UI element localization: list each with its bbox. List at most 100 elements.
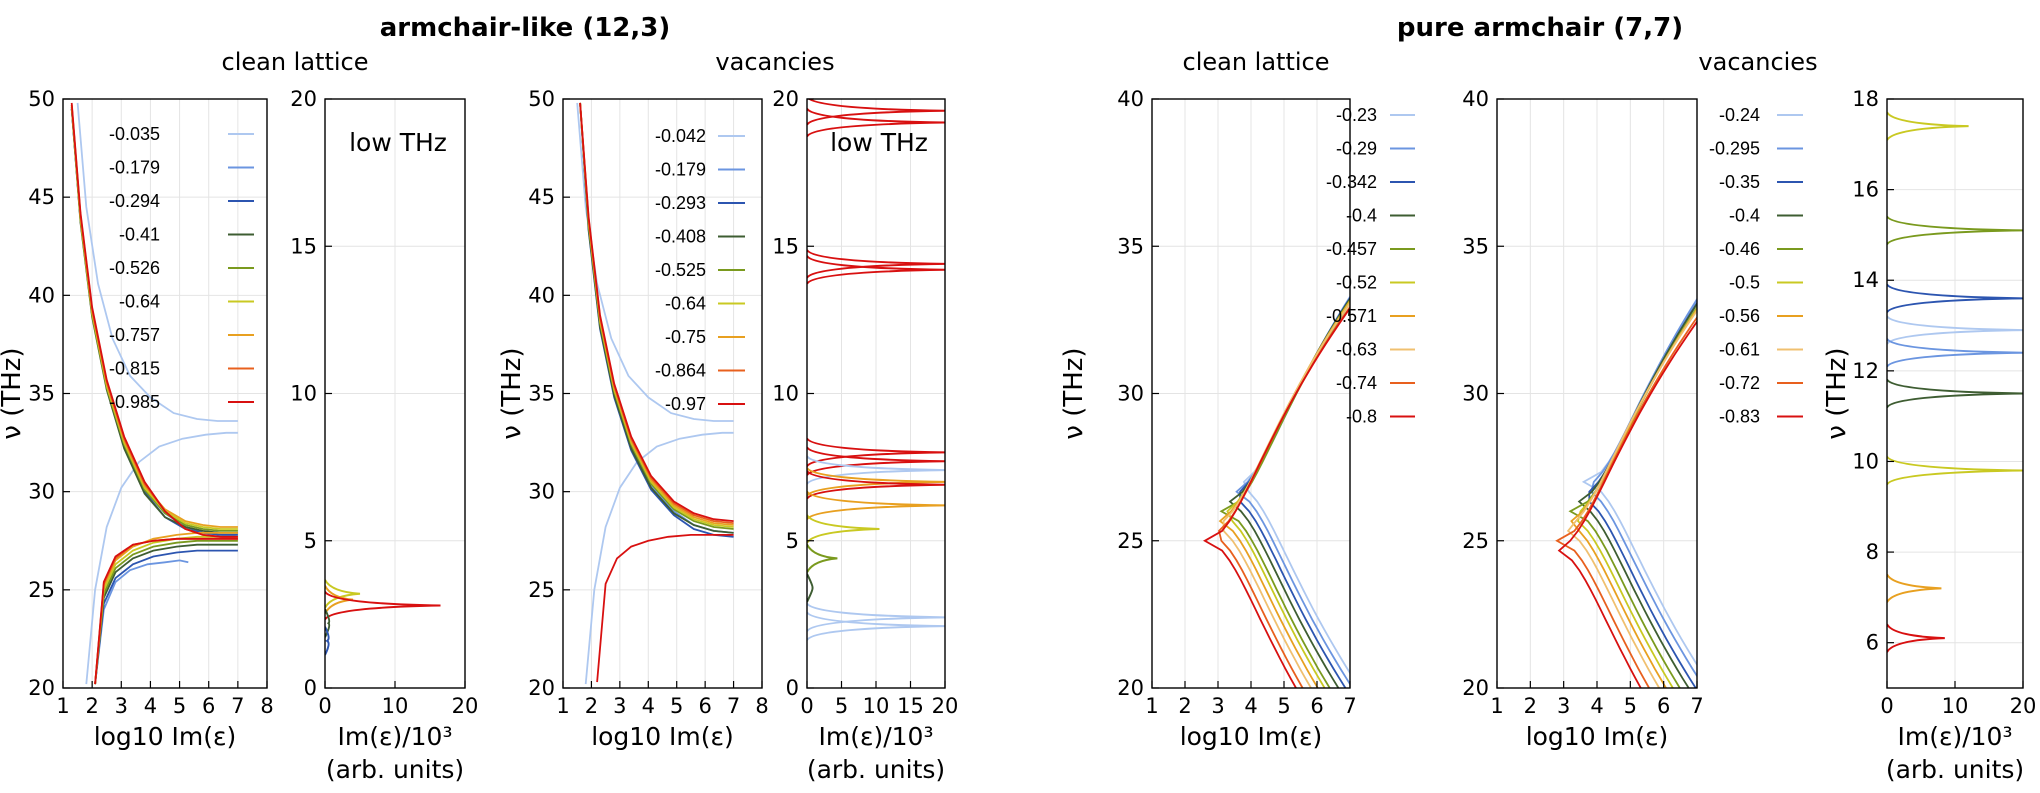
- legend-label: -0.526: [109, 258, 160, 278]
- legend-label: -0.23: [1336, 105, 1377, 125]
- series-curve--0.526: [94, 539, 238, 685]
- spectral-peak: [1887, 573, 1942, 603]
- legend-label: -0.294: [109, 191, 160, 211]
- legend-label: -0.56: [1719, 306, 1760, 326]
- spectral-peak: [1887, 215, 2023, 246]
- series-curve--0.97: [596, 534, 734, 683]
- x-tick-label: 2: [85, 694, 98, 718]
- x-tick-label: 10: [382, 694, 409, 718]
- legend-label: -0.035: [109, 124, 160, 144]
- y-tick-label: 50: [528, 87, 555, 111]
- spectral-peak: [807, 573, 814, 603]
- x-tick-label: 20: [932, 694, 959, 718]
- data-p1: [70, 102, 239, 685]
- y-tick-label: 30: [28, 480, 55, 504]
- legend-label: -0.408: [655, 227, 706, 247]
- legend-label: -0.985: [109, 392, 160, 412]
- y-tick-label: 12: [1852, 359, 1879, 383]
- legend-label: -0.97: [665, 394, 706, 414]
- x-axis-label-units: (arb. units): [326, 755, 464, 784]
- legend-label: -0.8: [1346, 407, 1377, 427]
- series-curve--0.72: [1555, 316, 1697, 688]
- series-curve--0.035: [76, 102, 238, 422]
- legend-label: -0.042: [655, 126, 706, 146]
- y-axis-label: ν (THz): [1059, 347, 1089, 439]
- spectral-peak: [1887, 111, 1969, 141]
- y-tick-label: 45: [528, 185, 555, 209]
- spectral-peak: [807, 470, 945, 500]
- panel-subtitle: vacancies: [715, 48, 834, 76]
- panel-annotation: low THz: [830, 128, 928, 157]
- y-tick-label: 6: [1866, 631, 1879, 655]
- x-tick-label: 1: [556, 694, 569, 718]
- legend-label: -0.74: [1336, 373, 1377, 393]
- x-axis-label-units: (arb. units): [1886, 755, 2024, 784]
- x-tick-label: 0: [1880, 694, 1893, 718]
- y-tick-label: 30: [1117, 382, 1144, 406]
- x-tick-label: 8: [260, 694, 273, 718]
- x-tick-label: 6: [202, 694, 215, 718]
- panel-subtitle: clean lattice: [1183, 48, 1330, 76]
- y-tick-label: 25: [28, 578, 55, 602]
- y-tick-label: 20: [772, 87, 799, 111]
- spectral-peak: [325, 626, 330, 656]
- spectral-peak: [1887, 315, 2023, 345]
- series-curve--0.41: [94, 543, 238, 685]
- y-tick-label: 35: [528, 382, 555, 406]
- y-tick-label: 10: [290, 382, 317, 406]
- y-tick-label: 10: [1852, 449, 1879, 473]
- y-axis-label: ν (THz): [1822, 347, 1852, 439]
- legend-label: -0.5: [1729, 273, 1760, 293]
- legend-label: -0.571: [1326, 306, 1377, 326]
- y-tick-label: 40: [1117, 87, 1144, 111]
- x-axis-label: log10 Im(ε): [1180, 722, 1323, 751]
- x-tick-label: 10: [863, 694, 890, 718]
- y-tick-label: 20: [528, 676, 555, 700]
- spectral-peak: [1887, 455, 2023, 486]
- legend-label: -0.525: [655, 260, 706, 280]
- group-title-pure-armchair: pure armchair (7,7): [1397, 13, 1683, 43]
- series-curve--0.985: [94, 537, 238, 685]
- y-axis-label: ν (THz): [0, 347, 27, 439]
- legend-label: -0.293: [655, 193, 706, 213]
- panel-annotation: low THz: [349, 128, 447, 157]
- x-tick-label: 5: [670, 694, 683, 718]
- x-tick-label: 5: [1624, 694, 1637, 718]
- x-axis-label: Im(ε)/10³: [337, 722, 452, 751]
- x-tick-label: 3: [1211, 694, 1224, 718]
- x-axis-label: log10 Im(ε): [591, 722, 734, 751]
- y-axis-label: ν (THz): [497, 347, 527, 439]
- legend-label: -0.83: [1719, 407, 1760, 427]
- x-axis-label: Im(ε)/10³: [818, 722, 933, 751]
- y-tick-label: 16: [1852, 178, 1879, 202]
- series-curve--0.179: [94, 559, 189, 685]
- spectral-peak: [807, 514, 880, 544]
- spectral-peak: [807, 602, 945, 632]
- series-curve--0.64: [94, 535, 238, 685]
- data-p5: [1202, 294, 1350, 688]
- spectral-peak: [807, 249, 945, 279]
- x-tick-label: 1: [56, 694, 69, 718]
- x-tick-label: 3: [115, 694, 128, 718]
- x-tick-label: 20: [2010, 694, 2037, 718]
- x-tick-label: 4: [642, 694, 655, 718]
- y-tick-label: 15: [772, 234, 799, 258]
- legend-label: -0.75: [665, 327, 706, 347]
- spectral-peak: [807, 543, 838, 573]
- y-tick-label: 8: [1866, 540, 1879, 564]
- series-curve--0.61: [1566, 309, 1697, 688]
- x-tick-label: 5: [835, 694, 848, 718]
- x-tick-label: 6: [698, 694, 711, 718]
- y-tick-label: 10: [772, 382, 799, 406]
- x-tick-label: 4: [1244, 694, 1257, 718]
- legend-label: -0.4: [1346, 206, 1377, 226]
- y-tick-label: 35: [28, 382, 55, 406]
- legend-label: -0.864: [655, 361, 706, 381]
- y-tick-label: 40: [528, 283, 555, 307]
- legend-label: -0.46: [1719, 239, 1760, 259]
- data-p7: [1887, 111, 2023, 653]
- y-tick-label: 35: [1117, 234, 1144, 258]
